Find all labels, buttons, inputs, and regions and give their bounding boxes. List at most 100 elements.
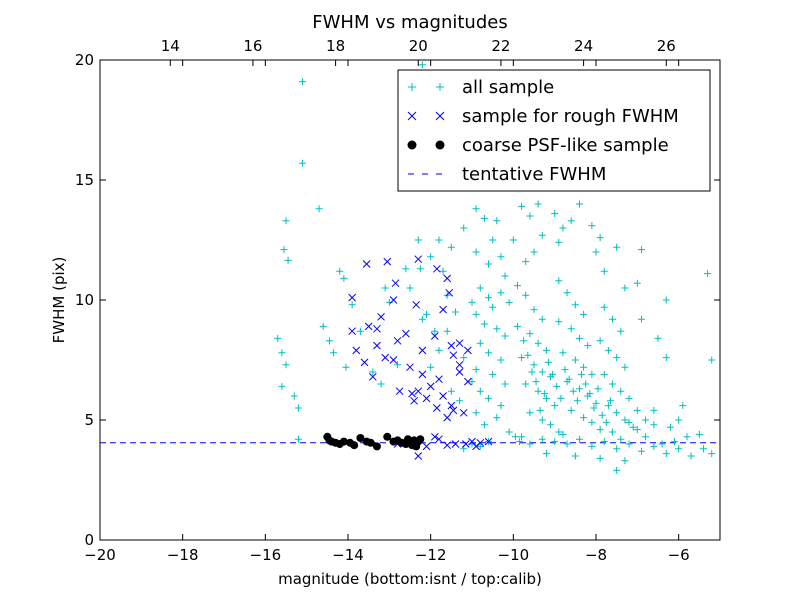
data-point-all xyxy=(637,447,645,455)
data-point-rough xyxy=(383,257,392,266)
data-point-all xyxy=(609,315,617,323)
y-tick-label: 5 xyxy=(84,411,94,429)
data-point-all xyxy=(582,380,590,388)
data-point-coarse xyxy=(383,432,392,441)
data-point-all xyxy=(565,375,573,383)
data-point-all xyxy=(493,217,501,225)
data-point-all xyxy=(642,433,650,441)
data-point-rough xyxy=(447,401,456,410)
data-point-rough xyxy=(464,377,472,386)
data-point-all xyxy=(480,320,488,328)
data-point-rough xyxy=(391,279,400,288)
data-point-rough xyxy=(484,437,493,446)
data-point-all xyxy=(637,315,645,323)
data-point-rough xyxy=(455,368,464,376)
data-point-coarse xyxy=(339,437,348,446)
x-tick-label: −16 xyxy=(250,546,282,564)
data-point-all xyxy=(598,411,606,419)
data-point-all xyxy=(476,442,484,450)
data-point-all xyxy=(530,361,538,369)
data-point-all xyxy=(567,217,575,225)
data-point-all xyxy=(394,361,402,369)
data-point-all xyxy=(617,387,625,395)
data-point-all xyxy=(588,442,596,450)
data-point-all xyxy=(456,397,464,405)
legend-plus-right xyxy=(436,83,444,91)
data-point-all xyxy=(555,318,563,326)
data-point-all xyxy=(342,363,350,371)
data-point-rough xyxy=(451,440,460,448)
legend: all sample sample for rough FWHM coarse … xyxy=(397,69,711,192)
data-point-coarse xyxy=(350,441,359,450)
data-point-all xyxy=(431,327,439,335)
legend-label-all-sample: all sample xyxy=(462,77,554,98)
data-point-all xyxy=(592,248,600,256)
data-point-all xyxy=(633,279,641,287)
series-2 xyxy=(323,432,425,451)
data-point-all xyxy=(468,378,476,386)
data-point-all xyxy=(575,385,583,393)
legend-x-left xyxy=(407,111,417,121)
data-point-all xyxy=(485,294,493,302)
data-point-all xyxy=(584,342,592,350)
legend-item-all-sample: all sample xyxy=(408,77,554,98)
data-point-rough xyxy=(377,312,385,321)
data-point-rough xyxy=(430,432,439,441)
data-point-all xyxy=(524,351,532,359)
data-point-rough xyxy=(447,341,456,350)
data-point-all xyxy=(485,394,493,402)
data-point-all xyxy=(662,296,670,304)
data-point-all xyxy=(563,440,571,448)
top-tick-label: 16 xyxy=(243,37,262,55)
data-point-all xyxy=(282,361,290,369)
data-point-rough xyxy=(364,322,373,331)
data-point-all xyxy=(418,315,426,323)
top-tick-label: 24 xyxy=(574,37,593,55)
data-point-all xyxy=(578,370,586,378)
data-point-all xyxy=(600,303,608,311)
data-point-all xyxy=(600,267,608,275)
top-tick-label: 20 xyxy=(409,37,428,55)
data-point-all xyxy=(609,428,617,436)
data-point-all xyxy=(526,330,534,338)
data-point-coarse xyxy=(366,438,375,447)
data-point-all xyxy=(609,380,617,388)
data-point-rough xyxy=(443,441,452,450)
data-point-all xyxy=(575,200,583,208)
data-point-rough xyxy=(389,356,398,364)
data-point-all xyxy=(600,438,608,446)
data-point-rough xyxy=(443,274,452,283)
data-point-all xyxy=(522,291,530,299)
y-tick-label: 15 xyxy=(75,171,94,189)
data-point-all xyxy=(621,284,629,292)
data-point-all xyxy=(447,387,455,395)
data-point-rough xyxy=(402,329,410,338)
legend-label-rough: sample for rough FWHM xyxy=(462,106,679,127)
data-point-all xyxy=(580,414,588,422)
legend-label-tentative: tentative FWHM xyxy=(462,164,606,185)
data-point-all xyxy=(538,416,546,424)
data-point-rough xyxy=(373,341,381,350)
data-point-all xyxy=(427,253,435,261)
data-point-all xyxy=(621,416,629,424)
top-axis: 14 16 18 20 22 24 26 xyxy=(161,37,676,66)
data-point-all xyxy=(325,337,333,345)
data-point-all xyxy=(480,421,488,429)
bottom-axis: −20 −18 −16 −14 −12 −10 −8 −6 xyxy=(84,60,690,564)
data-point-coarse xyxy=(416,435,425,444)
data-point-rough xyxy=(435,375,443,384)
data-point-rough xyxy=(459,408,468,417)
data-point-rough xyxy=(373,324,381,333)
top-tick-label: 14 xyxy=(161,37,180,55)
legend-dot-marker xyxy=(407,140,445,150)
x-tick-label: −8 xyxy=(585,546,607,564)
legend-x-right xyxy=(435,111,445,121)
data-point-all xyxy=(600,370,608,378)
data-point-all xyxy=(356,327,364,335)
data-point-rough xyxy=(426,382,435,391)
data-point-all xyxy=(542,346,550,354)
data-point-rough xyxy=(368,372,377,381)
data-point-rough xyxy=(476,438,485,447)
data-point-all xyxy=(650,421,658,429)
